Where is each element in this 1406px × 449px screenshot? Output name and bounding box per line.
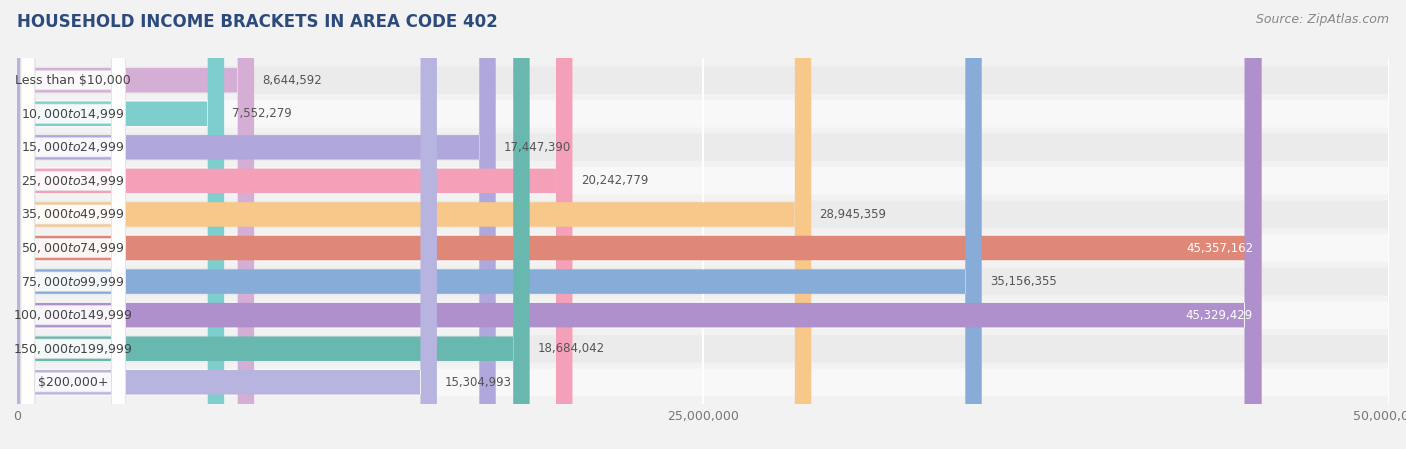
FancyBboxPatch shape [21,0,125,449]
Text: $100,000 to $149,999: $100,000 to $149,999 [14,308,132,322]
FancyBboxPatch shape [17,268,1389,295]
FancyBboxPatch shape [17,335,1389,362]
FancyBboxPatch shape [17,0,496,449]
Text: 8,644,592: 8,644,592 [263,74,322,87]
Text: 20,242,779: 20,242,779 [581,174,648,187]
Text: HOUSEHOLD INCOME BRACKETS IN AREA CODE 402: HOUSEHOLD INCOME BRACKETS IN AREA CODE 4… [17,13,498,31]
FancyBboxPatch shape [17,66,1389,94]
FancyBboxPatch shape [17,0,1261,449]
Text: $35,000 to $49,999: $35,000 to $49,999 [21,207,125,221]
FancyBboxPatch shape [17,100,1389,128]
Text: 45,357,162: 45,357,162 [1187,242,1254,255]
FancyBboxPatch shape [21,0,125,449]
Text: 7,552,279: 7,552,279 [232,107,292,120]
Text: 28,945,359: 28,945,359 [820,208,887,221]
Text: 35,156,355: 35,156,355 [990,275,1057,288]
FancyBboxPatch shape [17,0,254,449]
Text: 15,304,993: 15,304,993 [446,376,512,389]
Text: $50,000 to $74,999: $50,000 to $74,999 [21,241,125,255]
FancyBboxPatch shape [17,301,1389,329]
FancyBboxPatch shape [17,0,811,449]
Text: Less than $10,000: Less than $10,000 [15,74,131,87]
FancyBboxPatch shape [17,201,1389,228]
FancyBboxPatch shape [17,0,437,449]
FancyBboxPatch shape [17,0,1261,449]
FancyBboxPatch shape [17,133,1389,161]
FancyBboxPatch shape [17,0,572,449]
FancyBboxPatch shape [21,0,125,449]
Text: 45,329,429: 45,329,429 [1185,308,1253,321]
Text: $15,000 to $24,999: $15,000 to $24,999 [21,141,125,154]
FancyBboxPatch shape [17,167,1389,195]
Text: $75,000 to $99,999: $75,000 to $99,999 [21,275,125,289]
FancyBboxPatch shape [21,0,125,449]
FancyBboxPatch shape [17,369,1389,396]
FancyBboxPatch shape [21,0,125,449]
Text: Source: ZipAtlas.com: Source: ZipAtlas.com [1256,13,1389,26]
FancyBboxPatch shape [21,0,125,449]
FancyBboxPatch shape [17,0,530,449]
Text: 18,684,042: 18,684,042 [538,342,605,355]
Text: $200,000+: $200,000+ [38,376,108,389]
FancyBboxPatch shape [21,0,125,449]
FancyBboxPatch shape [21,0,125,449]
FancyBboxPatch shape [21,0,125,449]
FancyBboxPatch shape [21,0,125,449]
FancyBboxPatch shape [17,0,981,449]
Text: 17,447,390: 17,447,390 [503,141,571,154]
FancyBboxPatch shape [17,0,224,449]
Text: $150,000 to $199,999: $150,000 to $199,999 [14,342,132,356]
Text: $25,000 to $34,999: $25,000 to $34,999 [21,174,125,188]
Text: $10,000 to $14,999: $10,000 to $14,999 [21,107,125,121]
FancyBboxPatch shape [17,234,1389,262]
